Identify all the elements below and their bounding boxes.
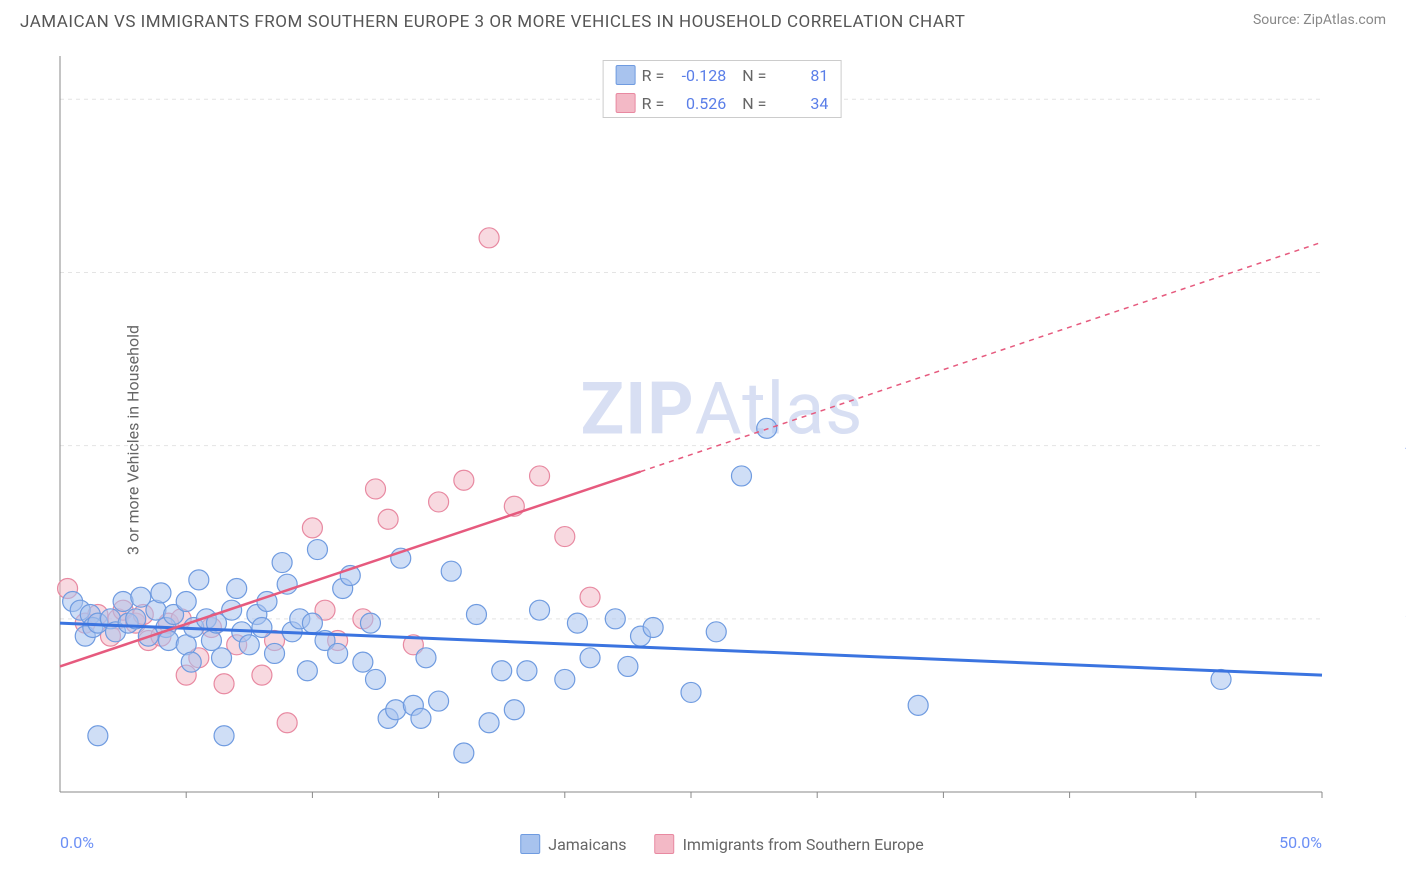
series-legend-label: Jamaicans (548, 835, 626, 854)
series-legend-item: Immigrants from Southern Europe (655, 834, 924, 854)
series-legend: Jamaicans Immigrants from Southern Europ… (520, 834, 924, 854)
x-tick-label: 50.0% (1279, 833, 1322, 852)
series-legend-label: Immigrants from Southern Europe (683, 835, 924, 854)
legend-r-label: R = (642, 66, 665, 85)
chart-title: JAMAICAN VS IMMIGRANTS FROM SOUTHERN EUR… (20, 12, 965, 32)
legend-n-label: N = (742, 66, 766, 85)
legend-n-value: 34 (772, 94, 828, 113)
legend-swatch (655, 834, 675, 854)
legend-swatch (520, 834, 540, 854)
legend-r-label: R = (642, 94, 665, 113)
legend-n-label: N = (742, 94, 766, 113)
legend-swatch (616, 93, 636, 113)
y-axis-label: 3 or more Vehicles in Household (124, 325, 143, 555)
legend-r-value: -0.128 (670, 66, 726, 85)
chart-source: Source: ZipAtlas.com (1253, 12, 1386, 28)
legend-n-value: 81 (772, 66, 828, 85)
chart-header: JAMAICAN VS IMMIGRANTS FROM SOUTHERN EUR… (0, 0, 1406, 40)
legend-r-value: 0.526 (670, 94, 726, 113)
x-tick-label: 0.0% (60, 833, 94, 852)
scatter-plot-svg (52, 56, 1392, 824)
series-legend-item: Jamaicans (520, 834, 626, 854)
correlation-legend: R = -0.128 N = 81 R = 0.526 N = 34 (603, 60, 842, 118)
legend-row: R = -0.128 N = 81 (604, 61, 841, 89)
legend-row: R = 0.526 N = 34 (604, 89, 841, 117)
chart-area: ZIPAtlas 3 or more Vehicles in Household… (52, 56, 1392, 824)
legend-swatch (616, 65, 636, 85)
